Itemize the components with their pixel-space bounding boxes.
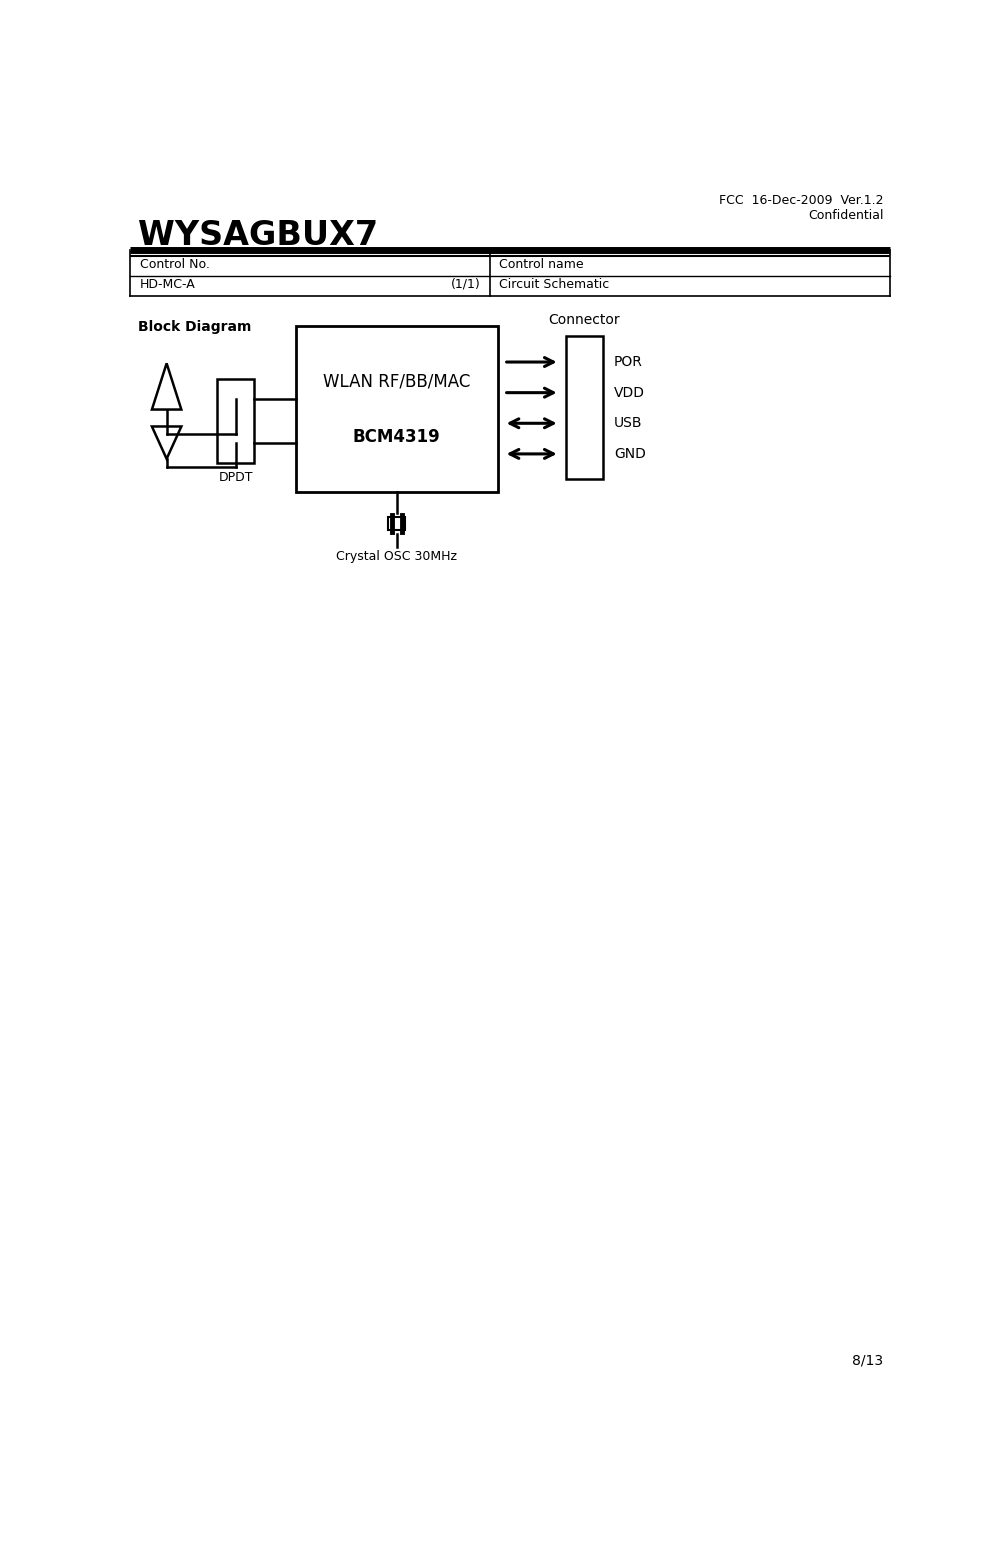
Text: Confidential: Confidential: [808, 210, 884, 222]
Text: Connector: Connector: [549, 314, 620, 327]
Text: DPDT: DPDT: [218, 472, 253, 484]
Text: 8/13: 8/13: [852, 1353, 884, 1367]
Bar: [388, 517, 406, 529]
Text: USB: USB: [614, 416, 642, 430]
Text: (1/1): (1/1): [450, 278, 480, 290]
Text: Crystal OSC 30MHz: Crystal OSC 30MHz: [336, 551, 457, 563]
Text: HD-MC-A: HD-MC-A: [140, 278, 195, 290]
Bar: [217, 379, 254, 464]
Text: Circuit Schematic: Circuit Schematic: [499, 278, 609, 290]
Text: Block Diagram: Block Diagram: [138, 320, 251, 334]
Text: POR: POR: [614, 355, 643, 369]
Bar: [296, 326, 498, 492]
Polygon shape: [152, 363, 182, 410]
Text: BCM4319: BCM4319: [353, 428, 440, 447]
Text: FCC  16-Dec-2009  Ver.1.2: FCC 16-Dec-2009 Ver.1.2: [719, 194, 884, 206]
Bar: [565, 337, 603, 480]
Text: GND: GND: [614, 447, 646, 461]
Text: WYSAGBUX7: WYSAGBUX7: [138, 219, 378, 251]
Text: WLAN RF/BB/MAC: WLAN RF/BB/MAC: [323, 372, 470, 390]
Text: VDD: VDD: [614, 385, 645, 400]
Text: Control No.: Control No.: [140, 258, 209, 272]
Polygon shape: [152, 427, 182, 459]
Text: Control name: Control name: [499, 258, 583, 272]
